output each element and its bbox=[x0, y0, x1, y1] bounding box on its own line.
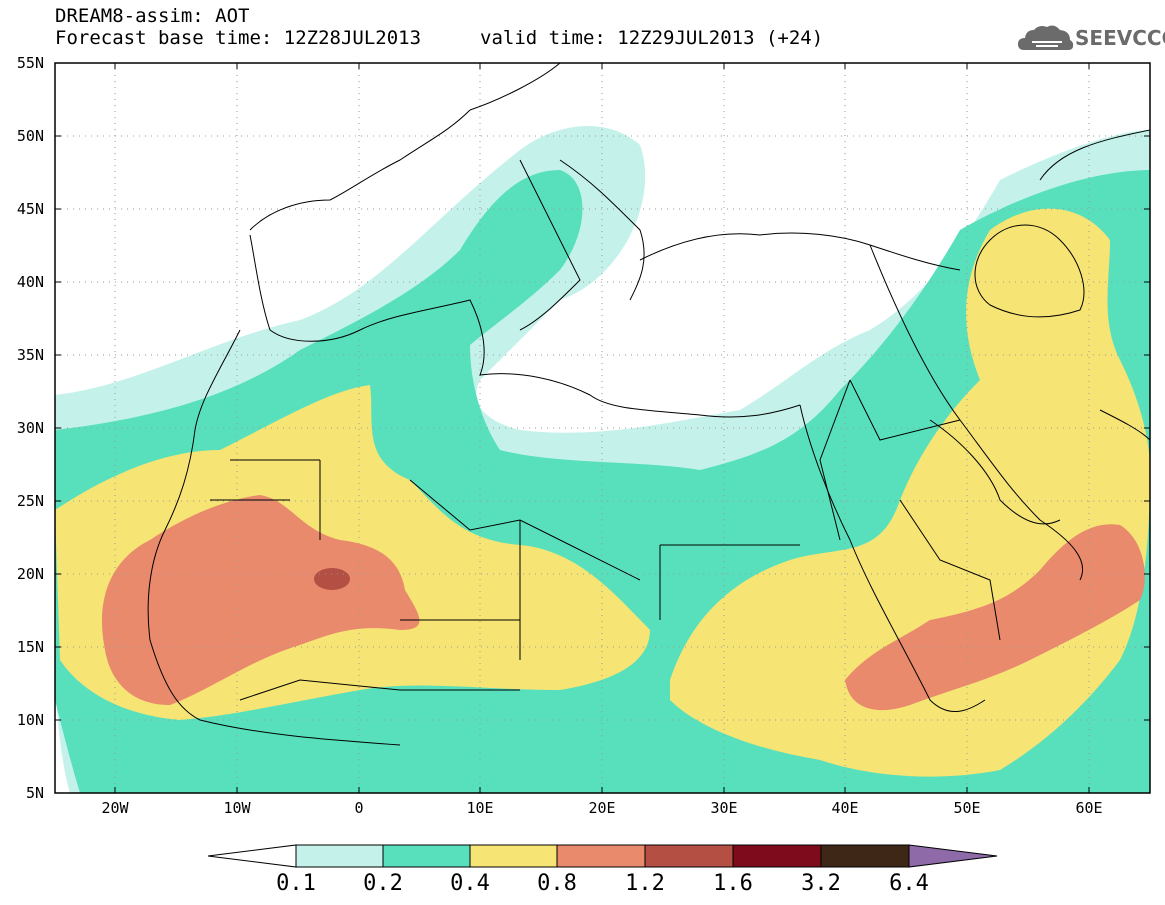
lat-label: 25N bbox=[16, 492, 44, 510]
colorbar-label: 0.4 bbox=[450, 871, 490, 896]
lon-label: 0 bbox=[354, 799, 364, 817]
lat-label: 15N bbox=[16, 638, 44, 656]
colorbar-box-5 bbox=[732, 844, 822, 868]
lon-label: 40E bbox=[831, 799, 859, 817]
cloud-icon bbox=[1018, 25, 1074, 50]
colorbar-box-2 bbox=[469, 844, 558, 868]
lat-label: 20N bbox=[16, 565, 44, 583]
colorbar-label: 1.6 bbox=[713, 871, 753, 896]
logo-text: SEEVCCC bbox=[1075, 26, 1165, 50]
lon-label: 20W bbox=[101, 799, 129, 817]
colorbar-min-arrow bbox=[207, 844, 297, 868]
aot-band-1.2-core bbox=[314, 568, 350, 590]
lat-label: 10N bbox=[16, 711, 44, 729]
colorbar-max-arrow bbox=[908, 844, 998, 868]
colorbar bbox=[207, 844, 998, 868]
colorbar-label: 3.2 bbox=[801, 871, 841, 896]
lon-label: 60E bbox=[1075, 799, 1103, 817]
colorbar-label: 6.4 bbox=[889, 871, 929, 896]
map-title: DREAM8-assim: AOT bbox=[55, 5, 250, 27]
lon-label: 10W bbox=[223, 799, 251, 817]
lat-label: 45N bbox=[16, 200, 44, 218]
colorbar-box-0 bbox=[295, 844, 384, 868]
colorbar-label: 1.2 bbox=[625, 871, 665, 896]
lat-label: 30N bbox=[16, 419, 44, 437]
colorbar-box-3 bbox=[556, 844, 646, 868]
lat-label: 35N bbox=[16, 346, 44, 364]
lat-label: 40N bbox=[16, 273, 44, 291]
lon-label: 20E bbox=[588, 799, 616, 817]
colorbar-label: 0.2 bbox=[363, 871, 403, 896]
lon-label: 10E bbox=[466, 799, 494, 817]
forecast-base-time: Forecast base time: 12Z28JUL2013 bbox=[55, 27, 422, 49]
lon-label: 50E bbox=[953, 799, 981, 817]
lat-label: 50N bbox=[16, 127, 44, 145]
lon-label: 30E bbox=[710, 799, 738, 817]
aot-band-0.8-east bbox=[845, 524, 1145, 711]
coastlines bbox=[147, 63, 1150, 746]
colorbar-label: 0.8 bbox=[537, 871, 577, 896]
colorbar-box-4 bbox=[644, 844, 734, 868]
axis-ticks bbox=[55, 63, 1150, 793]
valid-time: valid time: 12Z29JUL2013 (+24) bbox=[480, 27, 824, 49]
aot-band-0.8-west bbox=[102, 495, 420, 705]
colorbar-label: 0.1 bbox=[276, 871, 316, 896]
lat-label: 5N bbox=[25, 784, 44, 802]
colorbar-box-1 bbox=[382, 844, 471, 868]
lat-label: 55N bbox=[16, 54, 44, 72]
colorbar-box-6 bbox=[820, 844, 910, 868]
